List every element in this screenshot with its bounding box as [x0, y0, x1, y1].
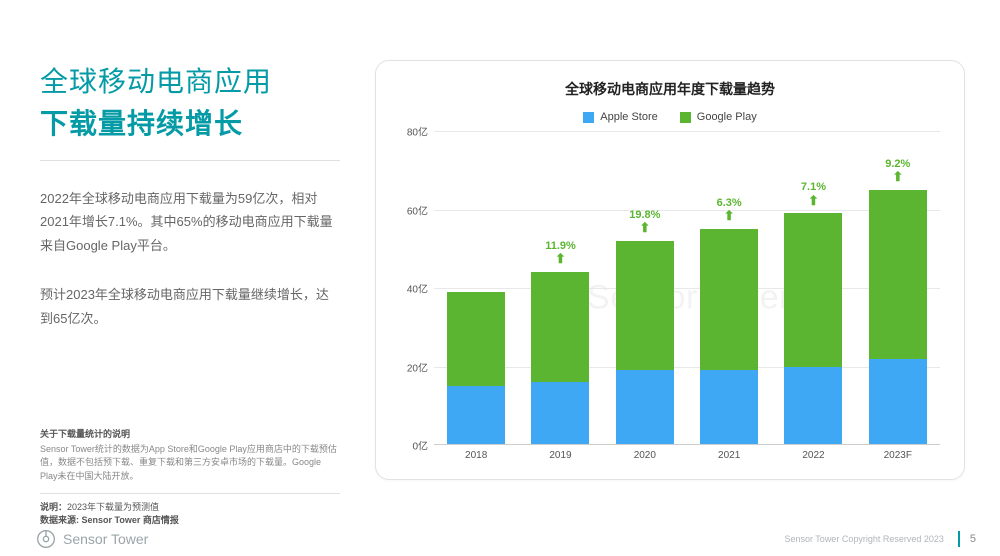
text-column: 全球移动电商应用 下载量持续增长 2022年全球移动电商应用下载量为59亿次，相… [0, 0, 360, 556]
chart-plot: SensorTower 0亿20亿40亿60亿80亿 11.9%⬆19.8%⬆6… [396, 131, 944, 465]
bar-slot: 9.2%⬆ [856, 131, 940, 445]
growth-label: 11.9%⬆ [545, 240, 576, 266]
stacked-bar [869, 190, 927, 445]
y-tick-label: 80亿 [407, 124, 428, 139]
bar-slot: 19.8%⬆ [603, 131, 687, 445]
legend-swatch-apple [583, 112, 594, 123]
slide-title-line1: 全球移动电商应用 [40, 60, 340, 100]
growth-label: 9.2%⬆ [885, 158, 910, 184]
bars-container: 11.9%⬆ 19.8%⬆ 6.3%⬆ 7.1%⬆ 9.2%⬆ [434, 131, 940, 445]
bar-segment-google [447, 292, 505, 386]
x-tick-label: 2023F [856, 445, 940, 465]
y-axis: 0亿20亿40亿60亿80亿 [396, 131, 434, 445]
bar-segment-apple [700, 370, 758, 445]
legend-item-google: Google Play [680, 111, 757, 123]
notes-rule [40, 493, 340, 494]
x-tick-label: 2019 [518, 445, 602, 465]
y-tick-label: 0亿 [412, 438, 428, 453]
legend-label-google: Google Play [697, 111, 757, 123]
bar-segment-google [784, 213, 842, 366]
bar-segment-google [700, 229, 758, 370]
bar-segment-apple [869, 359, 927, 445]
brand-logo: Sensor Tower [36, 529, 148, 549]
x-tick-label: 2018 [434, 445, 518, 465]
bar-segment-google [869, 190, 927, 359]
stacked-bar [784, 213, 842, 445]
slide-title-line2: 下载量持续增长 [40, 102, 340, 142]
stacked-bar [447, 292, 505, 445]
brand-icon [36, 529, 56, 549]
chart-column: 全球移动电商应用年度下载量趋势 Apple Store Google Play [360, 0, 1000, 556]
legend-swatch-google [680, 112, 691, 123]
slide-footer: Sensor Tower Sensor Tower Copyright Rese… [0, 522, 1000, 556]
bar-segment-apple [447, 386, 505, 445]
brand-name: Sensor Tower [63, 531, 148, 547]
bar-segment-apple [531, 382, 589, 445]
bar-slot: 7.1%⬆ [771, 131, 855, 445]
title-rule [40, 160, 340, 161]
growth-label: 6.3%⬆ [717, 197, 742, 223]
growth-label: 7.1%⬆ [801, 181, 826, 207]
y-tick-label: 20亿 [407, 359, 428, 374]
body-paragraph-2: 预计2023年全球移动电商应用下载量继续增长，达到65亿次。 [40, 283, 340, 330]
x-tick-label: 2020 [603, 445, 687, 465]
growth-label: 19.8%⬆ [629, 209, 660, 235]
stacked-bar [616, 241, 674, 445]
bar-segment-google [616, 241, 674, 371]
chart-title: 全球移动电商应用年度下载量趋势 [396, 79, 944, 99]
bar-slot: 6.3%⬆ [687, 131, 771, 445]
y-tick-label: 60亿 [407, 202, 428, 217]
body-paragraph-1: 2022年全球移动电商应用下载量为59亿次，相对2021年增长7.1%。其中65… [40, 187, 340, 257]
copyright: Sensor Tower Copyright Reserved 2023 [784, 534, 943, 544]
bar-slot [434, 131, 518, 445]
y-tick-label: 40亿 [407, 281, 428, 296]
stacked-bar [700, 229, 758, 445]
bar-segment-google [531, 272, 589, 382]
pagenum-bar [958, 531, 960, 547]
bar-segment-apple [784, 367, 842, 446]
x-tick-label: 2021 [687, 445, 771, 465]
notes-body: Sensor Tower统计的数据为App Store和Google Play应… [40, 443, 340, 484]
chart-card: 全球移动电商应用年度下载量趋势 Apple Store Google Play [375, 60, 965, 480]
bar-slot: 11.9%⬆ [518, 131, 602, 445]
page-number: 5 [970, 533, 976, 545]
x-axis: 201820192020202120222023F [434, 445, 940, 465]
stacked-bar [531, 272, 589, 445]
spacer [40, 330, 340, 427]
legend-item-apple: Apple Store [583, 111, 657, 123]
notes-heading: 关于下载量统计的说明 [40, 427, 340, 440]
bar-segment-apple [616, 370, 674, 445]
notes-meta-1: 说明：2023年下载量为预测值 [40, 500, 340, 513]
legend-label-apple: Apple Store [600, 111, 657, 123]
slide: 全球移动电商应用 下载量持续增长 2022年全球移动电商应用下载量为59亿次，相… [0, 0, 1000, 556]
x-tick-label: 2022 [771, 445, 855, 465]
chart-legend: Apple Store Google Play [396, 111, 944, 123]
